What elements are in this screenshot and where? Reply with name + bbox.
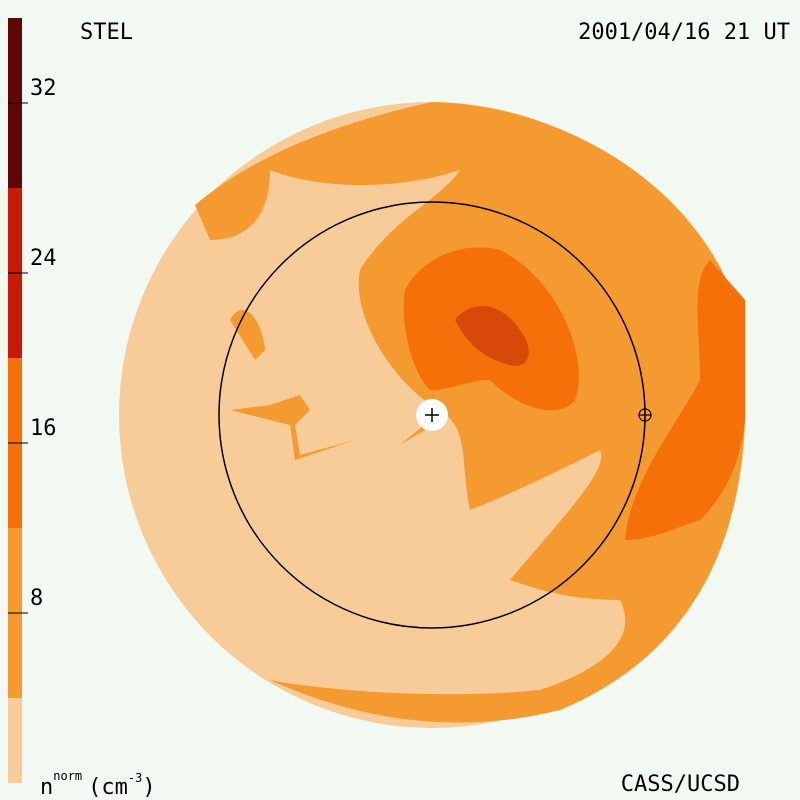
sun-marker [425,408,439,422]
unit-part: norm [53,769,82,783]
earth-marker [639,409,651,421]
contour-band [195,102,745,723]
observatory: STEL [80,20,133,45]
contour-band [455,306,529,366]
tick-label: 32 [30,76,57,101]
density-map [119,102,745,728]
credit: CASS/UCSD [621,772,740,797]
contour-band [230,310,430,460]
unit-part: -3 [128,771,142,785]
unit-part: n [40,775,53,800]
tick-label: 24 [30,246,57,271]
unit-part: ) [142,775,155,800]
date: 2001/04/16 21 UT [578,20,790,45]
unit-part: (cm [88,775,128,800]
unit-label: nnorm (cm-3) [40,769,156,800]
tick-label: 16 [30,416,57,441]
tick-label: 8 [30,586,43,611]
colorbar-segment [8,698,22,783]
